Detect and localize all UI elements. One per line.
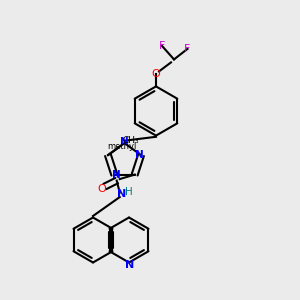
Text: F: F — [159, 41, 165, 51]
Text: N: N — [125, 260, 134, 270]
Text: O: O — [152, 69, 160, 80]
Text: H: H — [125, 187, 133, 197]
Text: N: N — [117, 189, 126, 199]
Text: N: N — [120, 136, 129, 147]
Text: N: N — [135, 150, 144, 160]
Text: F: F — [184, 44, 191, 54]
Text: N: N — [112, 169, 121, 180]
Text: O: O — [98, 184, 106, 194]
Text: methyl: methyl — [107, 142, 136, 151]
Text: CH₃: CH₃ — [123, 136, 140, 145]
